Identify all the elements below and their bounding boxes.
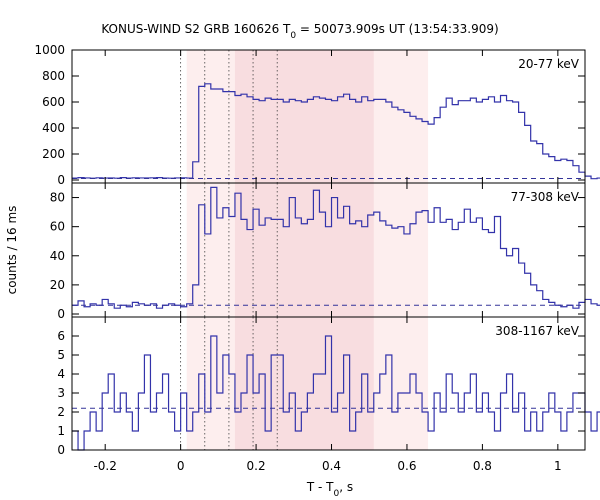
y-tick-label: 6 [57,329,65,343]
y-tick-label: 400 [42,121,65,135]
shaded-interval [234,50,374,183]
x-tick-label: 0 [177,459,185,473]
y-tick-label: 40 [50,249,65,263]
y-tick-label: 0 [57,443,65,457]
y-tick-label: 20 [50,278,65,292]
y-tick-label: 0 [57,307,65,321]
counts-histogram [72,186,600,309]
y-tick-label: 800 [42,69,65,83]
panel-3: 0 1 2 3 4 5 6 308-1167 keV [57,316,600,457]
x-tick-label: 1 [554,459,562,473]
y-tick-label: 2 [57,405,65,419]
y-tick-label: 3 [57,386,65,400]
y-tick-label: 4 [57,367,65,381]
x-tick-label: 0.4 [322,459,341,473]
y-tick-label: 600 [42,95,65,109]
y-tick-label: 60 [50,220,65,234]
x-axis-label: T - T0, s [306,480,353,499]
counts-histogram [72,335,600,451]
panel-1: 0 200 400 600 800 1000 20-77 keV [34,43,600,187]
energy-band-label: 308-1167 keV [495,324,579,338]
x-tick-label: 0.8 [473,459,492,473]
y-axis-label: counts / 16 ms [5,206,19,295]
y-tick-label: 0 [57,173,65,187]
y-tick-label: 200 [42,147,65,161]
y-tick-label: 80 [50,191,65,205]
counts-histogram [72,83,600,180]
y-tick-label: 1000 [34,43,65,57]
panel-2: 0 20 40 60 80 77-308 keV [50,182,600,321]
x-tick-label: -0.2 [93,459,116,473]
chart-title: KONUS-WIND S2 GRB 160626 T0 = 50073.909s… [101,22,498,41]
panel-frame [71,316,586,451]
shaded-interval [234,317,374,450]
y-tick-label: 1 [57,424,65,438]
energy-band-label: 77-308 keV [511,190,580,204]
shaded-interval [234,183,374,317]
x-tick-label: 0.2 [247,459,266,473]
y-tick-label: 5 [57,348,65,362]
x-tick-label: 0.6 [397,459,416,473]
energy-band-label: 20-77 keV [518,57,580,71]
